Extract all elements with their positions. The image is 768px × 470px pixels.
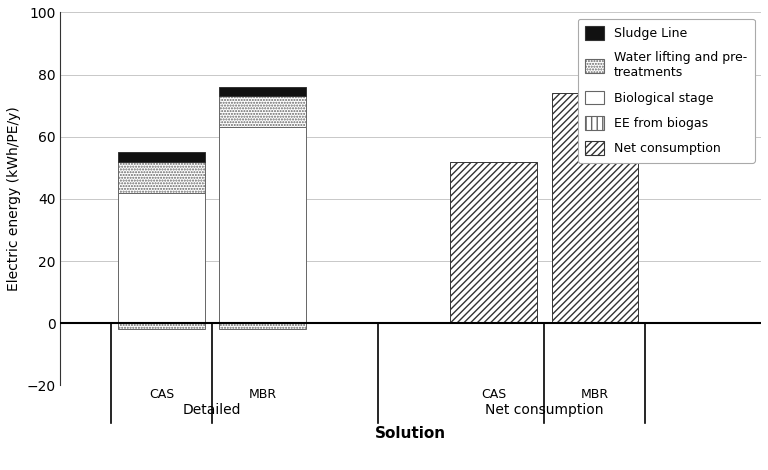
- Bar: [220, 87, 306, 96]
- Bar: [551, 93, 638, 323]
- Text: MBR: MBR: [249, 388, 276, 401]
- Text: MBR: MBR: [581, 388, 609, 401]
- Legend: Sludge Line, Water lifting and pre-
treatments, Biological stage, EE from biogas: Sludge Line, Water lifting and pre- trea…: [578, 19, 755, 163]
- Text: CAS: CAS: [149, 388, 174, 401]
- Text: Detailed: Detailed: [183, 403, 241, 417]
- Bar: [220, 96, 306, 127]
- Bar: [118, 193, 205, 323]
- Bar: [118, 152, 205, 162]
- Text: Net consumption: Net consumption: [485, 403, 604, 417]
- Bar: [118, 323, 205, 329]
- Y-axis label: Electric energy (kWh/PE/y): Electric energy (kWh/PE/y): [7, 107, 21, 291]
- Bar: [220, 127, 306, 323]
- Bar: [220, 323, 306, 329]
- Bar: [118, 162, 205, 193]
- Bar: [451, 162, 537, 323]
- Text: Solution: Solution: [375, 426, 445, 441]
- Text: CAS: CAS: [482, 388, 506, 401]
